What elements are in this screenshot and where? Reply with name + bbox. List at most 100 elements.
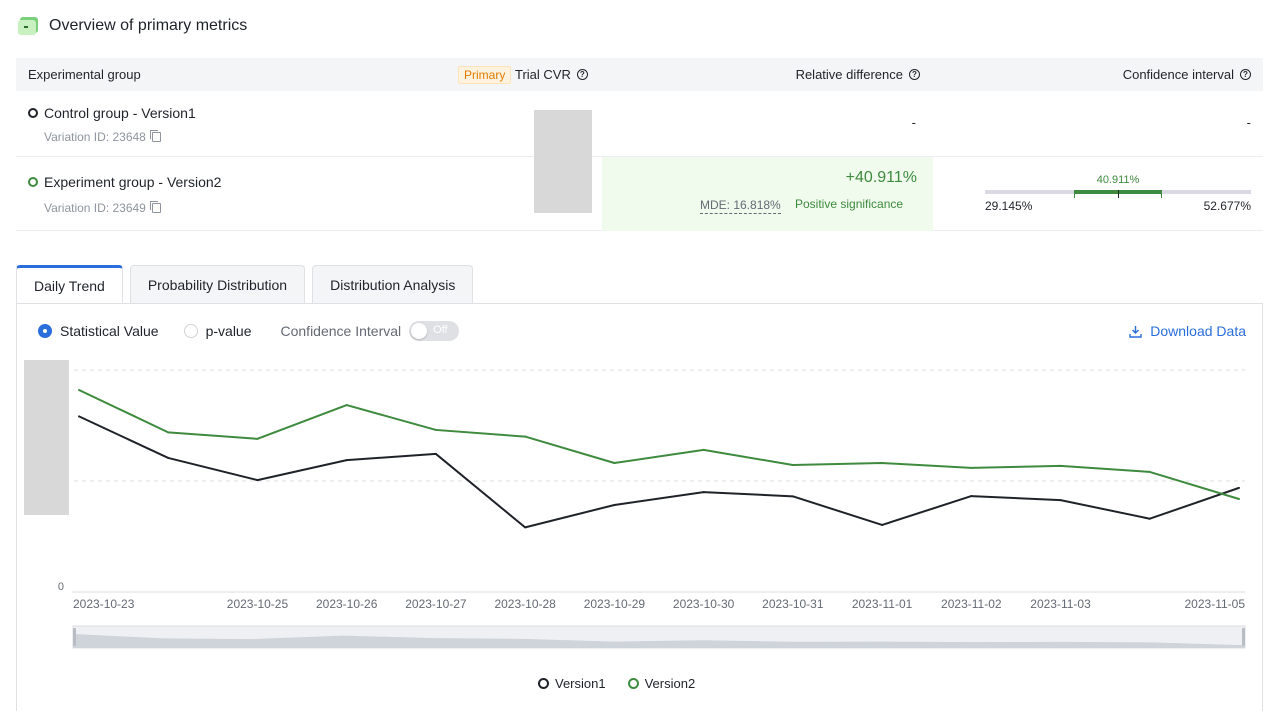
group-name: Control group - Version1 [28,105,196,121]
data-point-version2 [434,428,437,431]
image-placeholder [534,110,592,213]
version1-marker-icon [28,108,38,118]
data-point-version1 [1238,486,1240,489]
confidence-interval-toggle-label: Confidence Interval [280,323,402,339]
zoom-handle-right [1242,628,1245,646]
x-tick-label: 2023-10-28 [494,597,556,611]
significance-label: Positive significance [795,197,904,211]
daily-trend-chart: 0 2023-10-23 2023-10-25 2023-10-26 2023-10-2… [58,369,1246,649]
radio-statistical-value-label[interactable]: Statistical Value [60,323,159,339]
legend-item-version2[interactable]: Version2 [627,676,696,691]
data-point-version2 [791,464,794,467]
tab-probability-distribution[interactable]: Probability Distribution [129,265,306,304]
panel-border-right [1262,303,1263,711]
variation-id: Variation ID: 23649 [44,201,161,215]
column-header-relative-difference: Relative difference ? [796,58,920,91]
help-icon[interactable]: ? [909,69,920,80]
tab-daily-trend[interactable]: Daily Trend [16,265,123,304]
data-point-version1 [791,495,794,498]
section-title: Overview of primary metrics [49,17,248,34]
primary-badge-wrap: Primary [458,58,512,91]
copy-icon[interactable] [149,130,161,142]
column-header-metric: Trial CVR ? [515,58,588,91]
chart-controls: Statistical Value p-value Confidence Int… [38,320,460,342]
x-tick-label: 2023-11-01 [852,597,913,611]
data-point-version2 [881,462,884,465]
legend-item-version1[interactable]: Version1 [538,676,606,691]
relative-difference-cell: +40.911% MDE: 16.818% Positive significa… [602,157,933,231]
data-point-version1 [345,459,348,462]
data-point-version1 [613,503,616,506]
series-line-version2 [78,389,1240,500]
toggle-knob [411,323,428,339]
radio-p-value[interactable] [183,324,198,338]
tab-distribution-analysis[interactable]: Distribution Analysis [312,265,474,304]
metrics-card-icon [18,15,40,37]
variation-id: Variation ID: 23648 [44,130,161,144]
data-point-version2 [1148,470,1151,473]
version2-legend-icon [627,678,639,689]
data-point-version2 [702,448,705,451]
ci-high-value: 52.677% [1203,199,1251,213]
x-tick-label: 2023-10-25 [227,597,289,611]
download-data-button[interactable]: Download Data [1129,323,1246,339]
data-point-version2 [1059,464,1062,467]
x-tick-label: 2023-10-27 [405,597,467,611]
group-name: Experiment group - Version2 [28,174,221,190]
data-point-version2 [345,404,348,407]
series-line-version1 [78,415,1240,529]
x-tick-label: 2023-10-31 [762,597,824,611]
relative-difference-value: +40.911% [845,169,917,186]
ci-low-tick [1074,194,1075,198]
confidence-interval-cell: 40.911% 29.145% 52.677% [985,157,1251,231]
data-point-version2 [613,462,616,465]
tab-bar: Daily Trend Probability Distribution Dis… [16,265,480,304]
data-point-version2 [524,435,527,438]
data-point-version1 [167,456,170,459]
relative-difference-label: Relative difference [795,67,903,82]
data-point-version1 [702,491,705,494]
ci-high-tick [1161,194,1162,198]
x-tick-label: 2023-11-03 [1030,597,1091,611]
help-icon[interactable]: ? [576,69,588,80]
tab-divider [16,303,1263,304]
help-icon[interactable]: ? [1240,69,1251,80]
group-label: Control group - Version1 [44,105,196,121]
download-icon [1129,325,1142,338]
toggle-state: Off [433,324,448,336]
variation-id-text: Variation ID: 23648 [44,130,146,144]
radio-p-value-label[interactable]: p-value [205,323,252,339]
column-header-confidence-interval: Confidence interval ? [1123,58,1251,91]
data-point-version2 [256,437,259,440]
mde-value[interactable]: MDE: 16.818% [700,198,781,214]
confidence-interval-toggle[interactable]: Off [409,321,460,341]
download-data-label[interactable]: Download Data [1150,323,1246,339]
y-axis-placeholder [24,360,69,515]
legend-label: Version2 [644,676,696,691]
confidence-interval-label: Confidence interval [1122,67,1234,82]
data-point-version1 [881,523,884,526]
group-label: Experiment group - Version2 [44,174,222,190]
legend-label: Version1 [555,676,606,691]
x-tick-label: 2023-10-30 [673,597,735,611]
data-point-version1 [256,479,259,482]
data-point-version1 [970,495,973,498]
zoom-slider-area [73,634,1245,648]
table-header: Experimental group Primary Trial CVR ? R… [16,58,1263,91]
x-tick-label: 2023-10-23 [73,597,135,611]
data-point-version2 [78,388,80,391]
section-header: Overview of primary metrics [18,14,247,38]
data-point-version1 [1059,499,1062,502]
column-header-group: Experimental group [28,67,141,82]
metric-name: Trial CVR [515,67,571,82]
data-point-version2 [970,466,973,469]
x-tick-label: 2023-11-05 [1185,597,1246,611]
x-tick-label: 2023-10-26 [316,597,378,611]
radio-statistical-value[interactable] [38,324,52,338]
data-point-version2 [167,431,170,434]
data-point-version2 [1238,497,1240,500]
ci-center-tick [1118,190,1119,198]
chart-legend: Version1 Version2 [538,676,717,691]
confidence-interval-value: - [1246,115,1251,130]
copy-icon[interactable] [149,201,161,213]
